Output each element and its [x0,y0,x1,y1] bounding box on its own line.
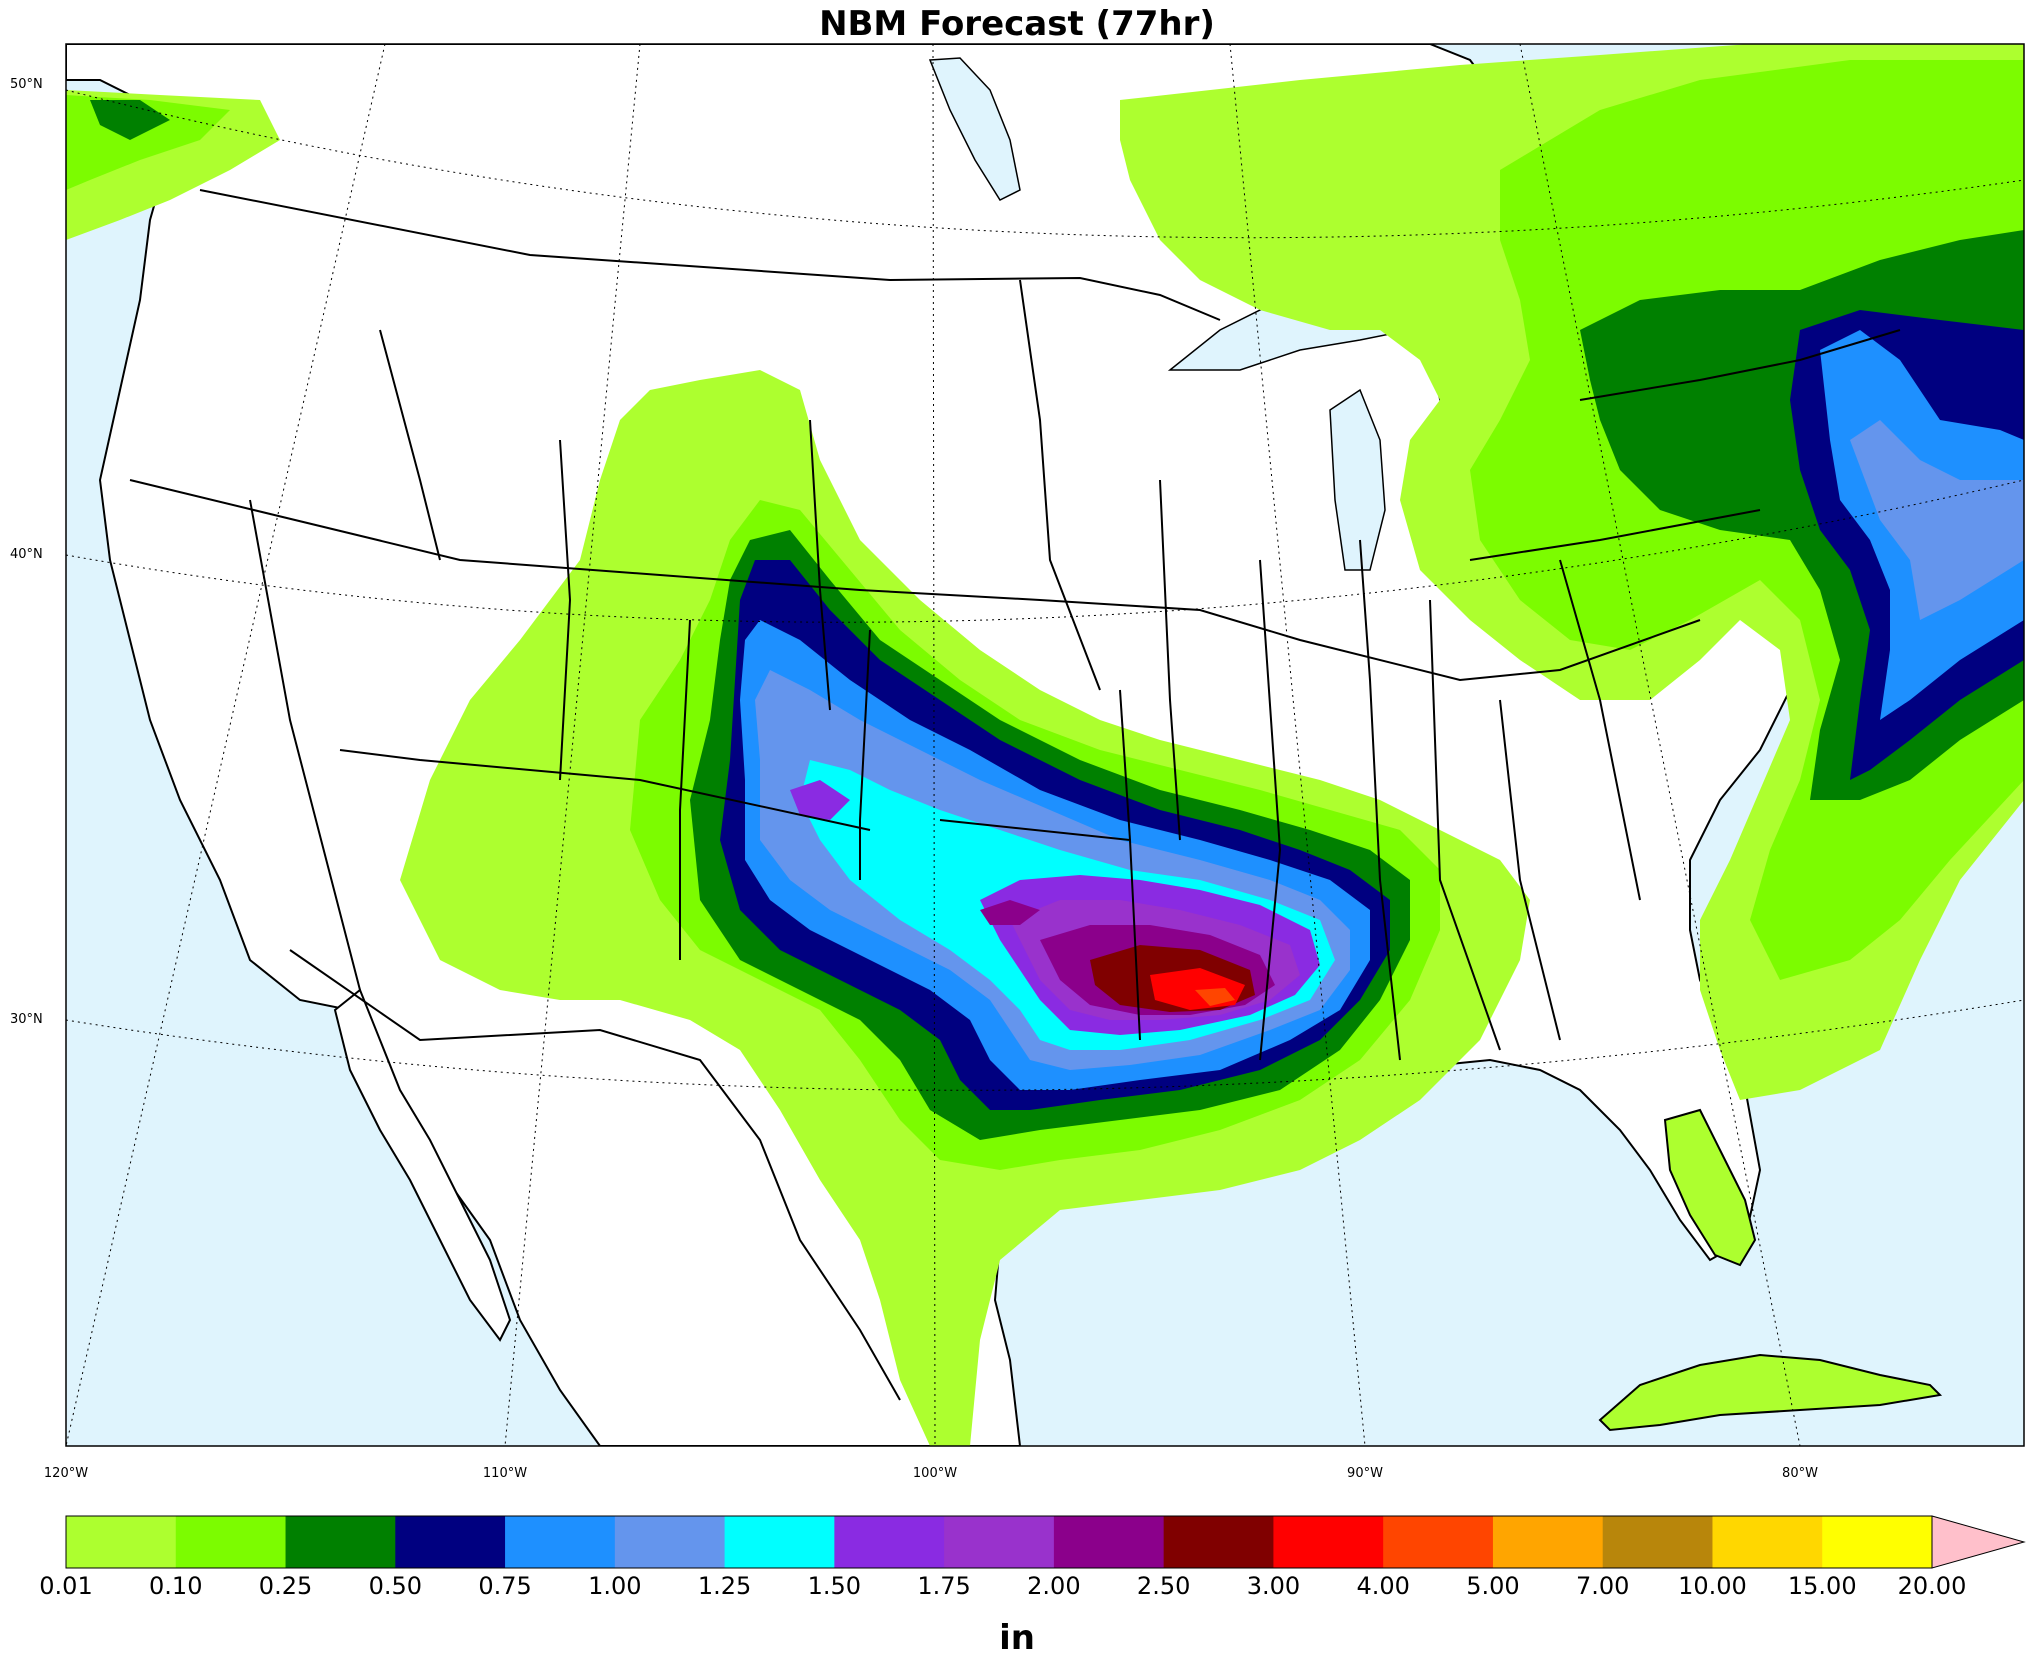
graticule [65,43,2025,1447]
colorbar-tick-label: 20.00 [1897,1572,1967,1600]
colorbar-swatch [1492,1516,1604,1568]
colorbar-swatch [1712,1516,1823,1568]
lat-label-30: 30°N [10,1012,43,1027]
colorbar-swatch [834,1516,945,1568]
colorbar-tick-label: 5.00 [1466,1572,1520,1600]
lon-label-120: 120°W [43,1466,89,1481]
colorbar-tick-label: 4.00 [1356,1572,1410,1600]
colorbar-outline [65,1515,1933,1569]
colorbar [65,1515,2026,1569]
colorbar-tick-label: 7.00 [1575,1572,1630,1600]
colorbar-tick-label: 15.00 [1787,1572,1857,1600]
colorbar-tick-label: 1.00 [588,1572,642,1600]
colorbar-swatch [1273,1516,1384,1568]
precip-local-purple [980,900,1040,925]
map-frame [65,43,2025,1447]
lat-label-40: 40°N [10,547,43,562]
colorbar-swatch [1822,1516,1933,1568]
precip-nw-050 [90,100,170,140]
lon-label-90: 90°W [1347,1466,1383,1481]
colorbar-swatch [175,1516,287,1568]
colorbar-swatch [1053,1516,1165,1568]
colorbar-tick-label: 1.50 [807,1572,862,1600]
colorbar-swatch [285,1516,396,1568]
lake-michigan [1329,388,1386,571]
lat-label-50: 50°N [10,77,43,92]
lon-label-80: 80°W [1782,1466,1818,1481]
colorbar-swatch [1383,1516,1494,1568]
colorbar-extend-arrow [1931,1515,2026,1569]
colorbar-tick-label: 0.01 [39,1572,93,1600]
colorbar-tick-label: 0.75 [478,1572,532,1600]
colorbar-tick-label: 10.00 [1678,1572,1747,1600]
colorbar-tick-label: 1.25 [697,1572,752,1600]
colorbar-swatch [395,1516,506,1568]
land-florida [1663,1108,1757,1267]
colorbar-tick-label: 0.25 [258,1572,313,1600]
colorbar-tick-label: 2.50 [1136,1572,1191,1600]
colorbar-units: in [999,1618,1035,1658]
colorbar-swatch [505,1516,616,1568]
political-borders [129,189,1901,1401]
colorbar-swatch [1163,1516,1274,1568]
colorbar-tick-label: 0.50 [368,1572,422,1600]
land-cuba [1598,1353,1943,1432]
precipitation-map [65,43,2025,1447]
lon-label-100: 100°W [912,1466,958,1481]
precip-local-violet [790,780,850,820]
colorbar-tick-label: 2.00 [1027,1572,1081,1600]
colorbar-tick-label: 1.75 [917,1572,971,1600]
colorbar-swatch [724,1516,835,1568]
precip-ne-125 [1850,420,2024,620]
colorbar-swatch [1602,1516,1713,1568]
colorbar-swatch [66,1516,177,1568]
lake-winnipeg [928,57,1021,201]
map-title: NBM Forecast (77hr) [819,4,1215,44]
colorbar-swatch [944,1516,1055,1568]
lon-label-110: 110°W [482,1466,528,1481]
colorbar-swatch [614,1516,726,1568]
colorbar-tick-label: 3.00 [1246,1572,1301,1600]
colorbar-tick-label: 0.10 [149,1572,203,1600]
precip-central-500 [1195,988,1235,1006]
land-baja-california [333,988,512,1342]
